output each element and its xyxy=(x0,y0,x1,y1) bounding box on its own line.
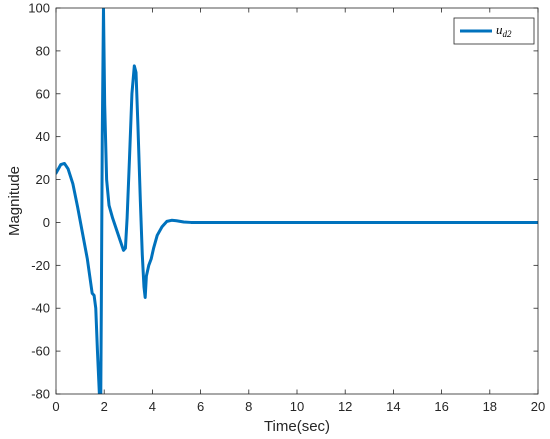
plot-frame xyxy=(55,7,539,395)
legend-subscript: d2 xyxy=(503,29,513,39)
legend-entry-ud2: ud2 xyxy=(496,22,512,39)
x-tick-label: 2 xyxy=(101,399,108,414)
y-tick-label: 80 xyxy=(36,43,50,58)
x-tick-label: 0 xyxy=(52,399,59,414)
x-tick-label: 16 xyxy=(434,399,448,414)
y-tick-label: 60 xyxy=(36,86,50,101)
x-tick-label: 18 xyxy=(483,399,497,414)
y-tick-label: 0 xyxy=(43,215,50,230)
x-tick-label: 20 xyxy=(531,399,545,414)
y-tick-label: -40 xyxy=(31,301,50,316)
x-tick-label: 10 xyxy=(290,399,304,414)
x-tick-label: 12 xyxy=(338,399,352,414)
y-tick-label: 40 xyxy=(36,129,50,144)
y-tick-label: 20 xyxy=(36,172,50,187)
y-axis-label: Magnitude xyxy=(6,166,23,236)
x-tick-label: 14 xyxy=(386,399,400,414)
series-line-ud2 xyxy=(56,8,538,394)
x-axis-ticks: 0 2 4 6 8 10 12 14 16 18 20 xyxy=(52,8,545,414)
y-tick-label: 100 xyxy=(28,1,50,16)
x-tick-label: 6 xyxy=(197,399,204,414)
x-tick-label: 8 xyxy=(245,399,252,414)
legend: ud2 xyxy=(453,17,535,45)
y-axis-ticks: 100 80 60 40 20 0 -20 -40 -60 -80 xyxy=(28,1,538,402)
y-tick-label: -60 xyxy=(31,344,50,359)
x-tick-label: 4 xyxy=(149,399,156,414)
y-tick-label: -20 xyxy=(31,258,50,273)
legend-base: u xyxy=(496,22,503,37)
y-tick-label: -80 xyxy=(31,387,50,402)
x-axis-label: Time(sec) xyxy=(264,418,330,435)
